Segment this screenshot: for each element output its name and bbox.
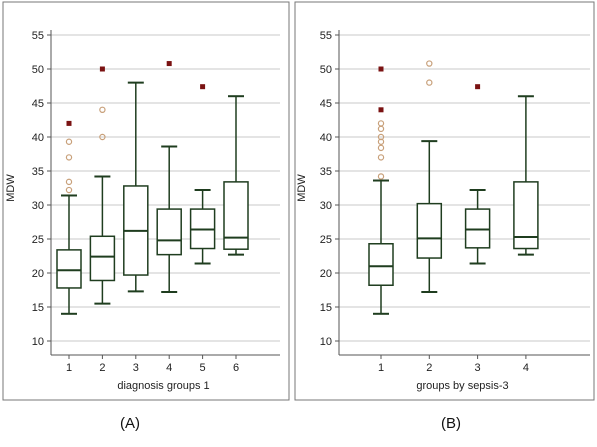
extreme-point	[378, 66, 384, 72]
y-tick-label: 35	[32, 166, 44, 178]
y-tick-label: 55	[32, 30, 44, 42]
y-tick-label: 15	[320, 302, 332, 314]
outlier-point	[65, 186, 73, 194]
outlier-point	[377, 120, 385, 127]
x-tick-label: 3	[475, 362, 481, 374]
box-iqr	[416, 202, 443, 259]
x-axis-label: groups by sepsis-3	[416, 380, 508, 392]
extreme-point	[66, 120, 72, 126]
y-tick-label: 10	[320, 336, 332, 348]
outlier-point	[426, 60, 433, 67]
panel-frame	[2, 1, 290, 401]
box-iqr	[368, 243, 394, 286]
panel-label: (B)	[441, 415, 461, 432]
x-tick-label: 1	[378, 362, 384, 374]
outlier-point	[65, 138, 73, 145]
box-5	[189, 84, 216, 265]
box-2	[89, 66, 116, 305]
extreme-point	[378, 107, 384, 113]
x-tick-label: 3	[133, 362, 139, 374]
extreme-point	[166, 61, 172, 67]
box-3	[123, 81, 149, 293]
x-tick-label: 5	[200, 362, 206, 374]
extreme-point	[99, 66, 105, 72]
y-tick-label: 15	[32, 302, 44, 314]
panel-label: (A)	[120, 415, 140, 432]
box-iqr	[513, 181, 539, 250]
outlier-point	[99, 133, 106, 141]
y-tick-label: 10	[32, 336, 44, 348]
outlier-point	[377, 133, 385, 141]
y-tick-label: 30	[32, 200, 44, 212]
y-tick-label: 25	[32, 234, 44, 246]
box-iqr	[89, 235, 116, 282]
box-2	[416, 60, 443, 294]
y-tick-label: 45	[32, 98, 44, 110]
box-iqr	[223, 181, 249, 250]
x-tick-label: 1	[66, 362, 72, 374]
y-tick-label: 50	[32, 64, 44, 76]
extreme-point	[475, 84, 481, 90]
x-tick-label: 2	[426, 362, 432, 374]
y-tick-label: 30	[320, 200, 332, 212]
panel-frame	[294, 1, 595, 401]
y-tick-label: 20	[32, 268, 44, 280]
x-axis-label: diagnosis groups 1	[117, 380, 209, 392]
box-4	[513, 95, 539, 256]
box-iqr	[156, 208, 182, 256]
box-4	[156, 61, 182, 294]
box-iqr	[464, 208, 491, 249]
x-tick-label: 4	[166, 362, 172, 374]
y-tick-label: 20	[320, 268, 332, 280]
outlier-point	[377, 154, 385, 161]
y-axis-label: MDW	[296, 174, 308, 202]
y-tick-label: 35	[320, 166, 332, 178]
extreme-point	[200, 84, 206, 90]
y-axis-label: MDW	[5, 174, 17, 202]
outlier-point	[377, 173, 385, 180]
x-tick-label: 6	[233, 362, 239, 374]
box-1	[56, 120, 82, 315]
y-tick-label: 40	[32, 132, 44, 144]
outlier-point	[426, 79, 433, 86]
y-tick-label: 40	[320, 132, 332, 144]
chart-panel-b: 10 15 20 25 30 35 40 45 50 55 1 2 3 4 MDW groups by sep…	[294, 1, 595, 432]
y-tick-label: 50	[320, 64, 332, 76]
outlier-point	[377, 125, 385, 133]
outlier-point	[65, 178, 73, 186]
outlier-point	[377, 144, 385, 152]
y-tick-label: 25	[320, 234, 332, 246]
outlier-point	[99, 106, 106, 114]
box-6	[223, 95, 249, 256]
box-iqr	[56, 249, 82, 289]
box-3	[464, 84, 491, 265]
outlier-point	[65, 154, 73, 161]
box-1	[368, 66, 394, 315]
x-tick-label: 4	[523, 362, 529, 374]
y-tick-label: 55	[320, 30, 332, 42]
x-tick-label: 2	[99, 362, 105, 374]
y-tick-label: 45	[320, 98, 332, 110]
